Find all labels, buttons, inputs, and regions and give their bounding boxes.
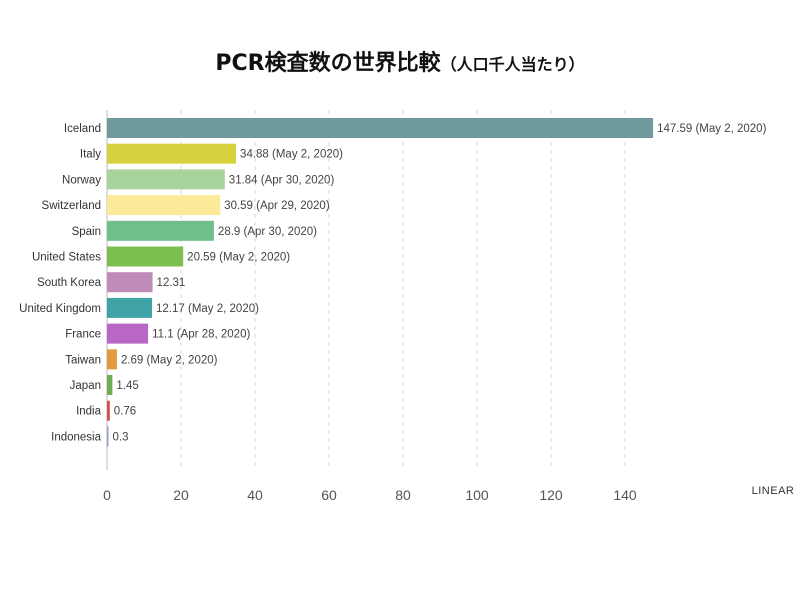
x-tick-label: 60 (321, 487, 337, 503)
bar (107, 375, 113, 395)
category-labels: Iceland Italy Norway Switzerland Spain United… (19, 123, 101, 443)
value-label: 1.45 (116, 380, 138, 392)
x-axis-ticks: 0 20 40 60 80 100 120 140 (103, 487, 637, 503)
bars (107, 118, 654, 447)
category-label: Switzerland (42, 200, 101, 212)
bar (107, 246, 184, 267)
category-label: France (65, 329, 101, 341)
category-label: Japan (70, 380, 101, 392)
category-label: Italy (80, 149, 101, 161)
value-label: 0.76 (114, 406, 136, 418)
category-label: United States (32, 252, 101, 264)
x-tick-label: 120 (539, 487, 563, 503)
x-tick-label: 100 (465, 487, 489, 503)
value-label: 30.59 (Apr 29, 2020) (224, 200, 330, 212)
category-label: United Kingdom (19, 303, 101, 315)
x-tick-label: 80 (395, 487, 411, 503)
value-label: 11.1 (Apr 28, 2020) (152, 329, 250, 341)
bar (107, 349, 117, 370)
category-label: South Korea (37, 277, 102, 289)
x-tick-label: 0 (103, 487, 111, 503)
bar (107, 426, 109, 447)
x-tick-label: 140 (613, 487, 637, 503)
bar (107, 169, 225, 190)
x-tick-label: 40 (247, 487, 263, 503)
value-label: 20.59 (May 2, 2020) (187, 252, 290, 264)
bar (107, 272, 153, 293)
bar (107, 195, 221, 216)
x-tick-label: 20 (173, 487, 189, 503)
chart-title: PCR検査数の世界比較 (215, 51, 441, 76)
category-label: Norway (62, 174, 101, 186)
category-label: Taiwan (65, 354, 101, 366)
category-label: Spain (72, 226, 101, 238)
bar (107, 220, 214, 241)
bar (107, 323, 149, 344)
value-label: 34.88 (May 2, 2020) (240, 149, 343, 161)
category-label: Iceland (64, 123, 101, 135)
value-label: 2.69 (May 2, 2020) (121, 354, 218, 366)
scale-type-label: LINEAR (752, 485, 795, 497)
value-label: 28.9 (Apr 30, 2020) (218, 226, 317, 238)
grid-lines (106, 110, 626, 470)
bar (107, 400, 110, 421)
category-label: Indonesia (51, 431, 101, 443)
bar (107, 143, 237, 164)
value-labels: 147.59 (May 2, 2020) 34.88 (May 2, 2020) 3… (113, 123, 767, 443)
bar (107, 118, 654, 138)
value-label: 12.31 (157, 277, 186, 289)
chart-subtitle: （人口千人当たり） (440, 55, 585, 74)
value-label: 12.17 (May 2, 2020) (156, 303, 259, 315)
value-label: 147.59 (May 2, 2020) (657, 123, 766, 135)
value-label: 31.84 (Apr 30, 2020) (229, 174, 335, 186)
value-label: 0.3 (113, 431, 129, 443)
chart-title-block: PCR検査数の世界比較（人口千人当たり） (0, 45, 800, 77)
bar (107, 297, 153, 318)
category-label: India (76, 406, 102, 418)
